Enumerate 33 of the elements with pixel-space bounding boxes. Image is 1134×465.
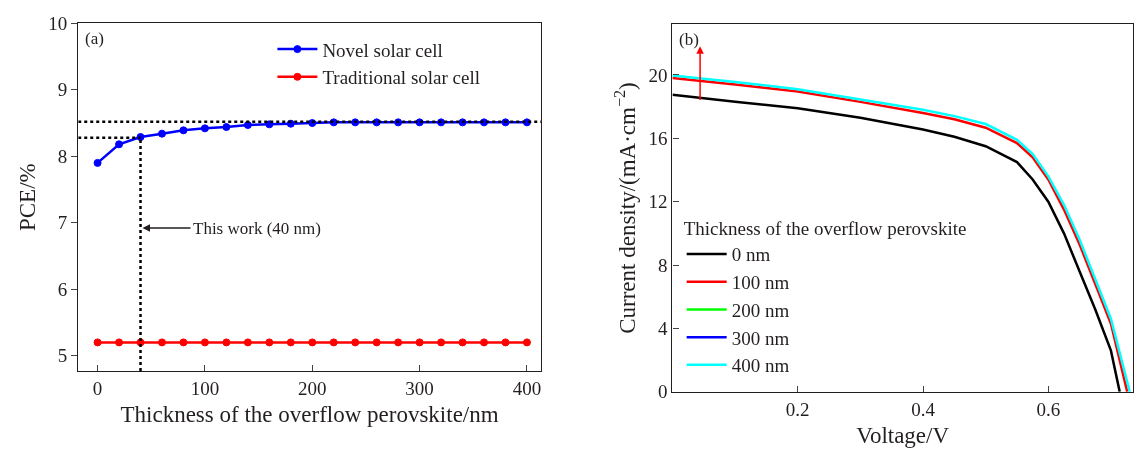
y-tick-label: 8 xyxy=(57,145,68,167)
y-tick-label: 4 xyxy=(658,318,669,340)
legend-label: 300 nm xyxy=(731,327,790,349)
y-tick-label: 8 xyxy=(658,254,668,276)
legend-label: 400 nm xyxy=(731,355,790,377)
x-axis-title: Voltage/V xyxy=(856,423,950,449)
x-tick-label: 0 xyxy=(92,377,103,399)
y-tick-label: 10 xyxy=(48,12,68,34)
y-axis-title: PCE/% xyxy=(14,163,40,232)
legend-label: Traditional solar cell xyxy=(322,67,481,89)
x-axis-title: Thickness of the overflow perovskite/nm xyxy=(120,402,499,428)
x-tick-label: 100 xyxy=(190,377,220,399)
legend-label: 100 nm xyxy=(731,272,790,294)
y-tick-label: 7 xyxy=(57,212,68,234)
annotation: This work (40 nm) xyxy=(193,219,321,238)
y-tick-label: 9 xyxy=(57,79,68,101)
x-tick-label: 300 xyxy=(405,377,434,399)
annotation: (a) xyxy=(85,29,104,48)
legend-label: Novel solar cell xyxy=(322,39,443,61)
x-tick-label: 0.6 xyxy=(1036,398,1061,420)
legend-label: 200 nm xyxy=(731,299,790,321)
y-tick-label: 6 xyxy=(57,278,68,300)
x-tick-label: 0.2 xyxy=(785,398,810,420)
x-tick-label: 400 xyxy=(512,377,542,399)
y-tick-label: 16 xyxy=(648,127,668,149)
y-tick-label: 12 xyxy=(648,191,668,213)
annotation: (b) xyxy=(679,30,699,49)
legend-label: 0 nm xyxy=(731,244,771,266)
y-tick-label: 20 xyxy=(648,64,668,86)
y-tick-label: 5 xyxy=(57,345,68,367)
x-tick-label: 200 xyxy=(298,377,327,399)
legend-title: Thickness of the overflow perovskite xyxy=(683,218,967,240)
x-tick-label: 0.4 xyxy=(911,398,936,420)
